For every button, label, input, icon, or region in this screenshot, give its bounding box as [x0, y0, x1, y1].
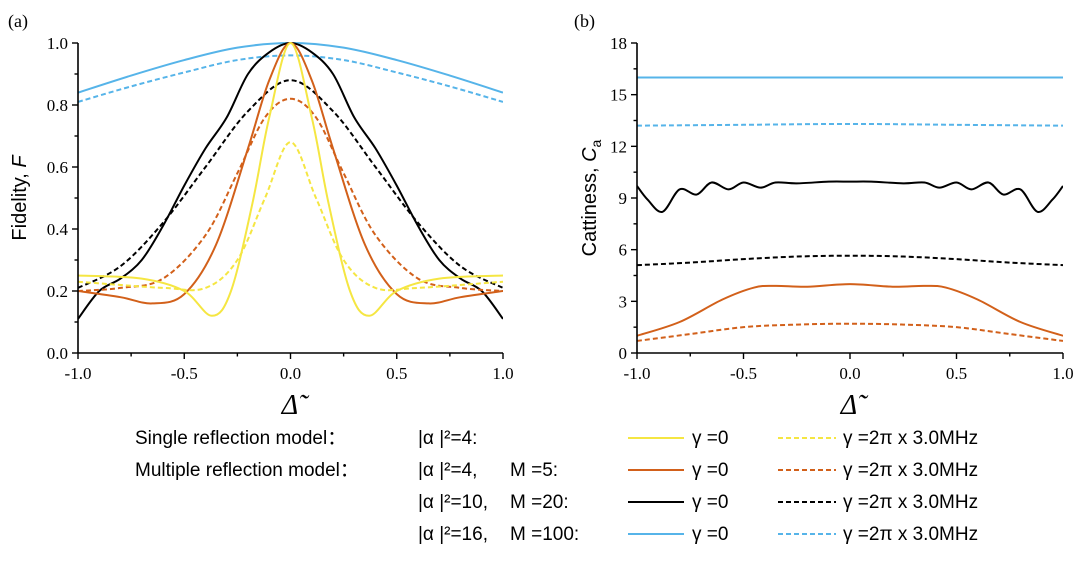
legend-row-2-m: M =20:: [510, 492, 569, 513]
panel-b-series-2-solid: [637, 180, 1063, 213]
panel-a-ytick-label: 0.4: [47, 220, 69, 239]
panel-a-ytick-label: 0.6: [47, 158, 68, 177]
legend-row-1-params: |α |²=4,: [418, 460, 477, 481]
panel-a-ytick-label: 1.0: [47, 34, 68, 53]
panel-a-series-3-dashed: [78, 79, 503, 289]
panel-b-series-5-dashed: [637, 322, 1063, 342]
panel-a-series-1-dashed: [78, 54, 503, 103]
panel-a-ytick-label: 0.2: [47, 282, 68, 301]
legend-row-0-params: |α |²=4:: [418, 428, 477, 449]
panel-a-series-4-solid: [78, 42, 503, 305]
panel-b-ytick-label: 12: [610, 137, 627, 156]
legend-row-1-model: Multiple reflection model：: [135, 460, 359, 481]
panel-b-ytick-label: 6: [619, 241, 628, 260]
legend-row-3-m: M =100:: [510, 524, 579, 545]
legend-row-3-dashed-label: γ =2π x 3.0MHz: [843, 524, 978, 545]
legend-row-1-dashed-label: γ =2π x 3.0MHz: [843, 460, 978, 481]
legend: Single reflection model： |α |²=4: γ =0 γ…: [135, 428, 978, 545]
panel-a-xtick-label: 0.5: [386, 364, 407, 383]
panel-a-axes: -1.0 -0.5 0.0 0.5 1.0 0.0 0.2 0.4 0.6 0.8 1.0: [47, 34, 514, 383]
panel-a-label: (a): [8, 11, 28, 32]
legend-row-1-solid-label: γ =0: [692, 460, 728, 481]
legend-row-2-params: |α |²=10,: [418, 492, 488, 513]
legend-row-0-solid-label: γ =0: [692, 428, 728, 449]
panel-b-xtick-label: -1.0: [624, 364, 651, 383]
panel-b-ylabel-text: Cattiness,: [579, 162, 601, 256]
panel-b-series-3-dashed: [637, 254, 1063, 267]
panel-a-series-7-dashed: [78, 141, 503, 292]
panel-b-series-1-dashed: [637, 122, 1063, 127]
panel-a-series-group: [78, 42, 503, 320]
legend-row-3-params: |α |²=16,: [418, 524, 488, 545]
panel-b-ytick-label: 0: [619, 344, 628, 363]
panel-a-ytick-label: 0.0: [47, 344, 68, 363]
panel-b-xtick-label: 1.0: [1052, 364, 1073, 383]
panel-a-series-6-solid: [78, 42, 503, 317]
panel-a-series-0-solid: [78, 42, 503, 94]
panel-b-series-group: [637, 76, 1063, 342]
panel-b-ytick-label: 3: [619, 292, 628, 311]
panel-b-ytick-label: 9: [619, 189, 628, 208]
panel-a-ylabel-var: F: [9, 154, 31, 168]
panel-b-xtick-label: 0.5: [946, 364, 967, 383]
legend-row-0-dashed-label: γ =2π x 3.0MHz: [843, 428, 978, 449]
panel-a-series-5-dashed: [78, 97, 503, 292]
panel-a-xtick-label: -0.5: [171, 364, 198, 383]
panel-b-ytick-label: 18: [610, 34, 627, 53]
panel-a-ytick-label: 0.8: [47, 96, 68, 115]
panel-a-ylabel: Fidelity, F: [9, 154, 31, 241]
panel-b-ylabel-var: C: [579, 147, 601, 162]
panel-b-series-4-solid: [637, 283, 1063, 337]
panel-a-ylabel-text: Fidelity,: [9, 168, 31, 241]
legend-row-0-model: Single reflection model：: [135, 428, 346, 449]
panel-b-label: (b): [574, 11, 595, 32]
panel-b-xtick-label: -0.5: [730, 364, 757, 383]
legend-row-1-m: M =5:: [510, 460, 558, 481]
panel-b-ylabel: Cattiness, Ca: [579, 139, 604, 256]
legend-row-3-solid-label: γ =0: [692, 524, 728, 545]
panel-a-xlabel: Δ̃: [281, 390, 310, 421]
legend-row-2-solid-label: γ =0: [692, 492, 728, 513]
panel-b-ytick-label: 15: [610, 86, 627, 105]
panel-a-xtick-label: -1.0: [65, 364, 92, 383]
panel-b-xtick-label: 0.0: [839, 364, 860, 383]
legend-row-2-dashed-label: γ =2π x 3.0MHz: [843, 492, 978, 513]
panel-b-axes: -1.0 -0.5 0.0 0.5 1.0 0 3 6 9 12 15 18: [610, 34, 1074, 383]
panel-b-xlabel: Δ̃: [840, 390, 869, 421]
panel-a-xtick-label: 0.0: [280, 364, 301, 383]
panel-a-xtick-label: 1.0: [492, 364, 513, 383]
panel-b-ylabel-sub: a: [588, 139, 604, 147]
